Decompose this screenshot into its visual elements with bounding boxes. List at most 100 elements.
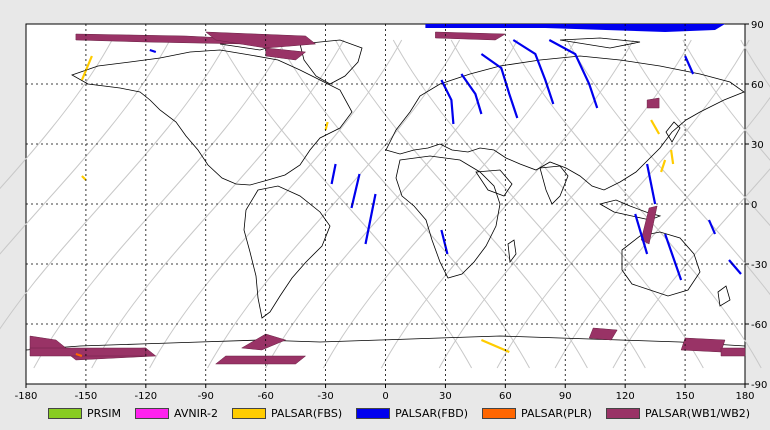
greenland-coast: [299, 39, 363, 85]
swath-track: [684, 55, 695, 75]
swath-track: [548, 39, 599, 109]
y-tick-label: -90: [751, 380, 767, 391]
y-tick-label: 90: [751, 20, 764, 31]
legend-item: AVNIR-2: [135, 407, 218, 420]
legend-swatch: [231, 407, 266, 419]
australia-coast: [621, 231, 701, 297]
legend-item: PRSIM: [48, 407, 121, 420]
legend-item: PALSAR(WB1/WB2): [605, 406, 751, 420]
x-tick-label: 150: [676, 391, 695, 402]
legend-item: PALSAR(PLR): [482, 407, 592, 420]
orbit-track: [682, 39, 770, 161]
swath-track: [440, 229, 449, 255]
legend-label: AVNIR-2: [174, 406, 218, 420]
swath-track: [646, 163, 657, 205]
orbit-track: [33, 39, 287, 369]
wb-swath: [640, 205, 658, 245]
swath-track: [660, 159, 667, 173]
x-tick-label: -150: [75, 391, 98, 402]
legend-swatch: [482, 407, 517, 419]
orbit-track: [392, 39, 646, 369]
swath-track: [149, 48, 157, 54]
wb-swath: [588, 327, 618, 341]
x-tick-label: 180: [735, 391, 754, 402]
wb-swath: [646, 97, 660, 109]
orbit-track: [207, 39, 461, 369]
madagascar-coast: [507, 239, 517, 264]
graticule: [26, 24, 745, 384]
y-tick-label: 60: [751, 80, 764, 91]
north-america-coast: [71, 49, 353, 186]
swath-track: [670, 149, 675, 165]
x-tick-label: 30: [439, 391, 452, 402]
arabia-coast: [475, 169, 513, 197]
legend-label: PRSIM: [87, 406, 121, 420]
orbit-track: [219, 39, 473, 369]
orbit-track: [566, 39, 770, 296]
swath-track: [728, 259, 742, 275]
antarctica-coast: [25, 335, 746, 351]
south-america-coast: [243, 185, 331, 319]
legend-label: PALSAR(PLR): [521, 406, 592, 420]
x-tick-label: -60: [257, 391, 273, 402]
y-tick-label: -30: [751, 260, 767, 271]
swath-track: [350, 173, 361, 209]
y-tick-label: 0: [751, 200, 757, 211]
swath-track: [75, 352, 83, 358]
swath-track: [707, 219, 717, 235]
x-tick-label: -90: [198, 391, 214, 402]
wb-swath: [680, 337, 726, 353]
orbit-track: [612, 168, 770, 369]
swath-track: [634, 213, 649, 255]
swath-track: [460, 73, 483, 115]
swath-track: [330, 163, 337, 185]
india-coast: [539, 165, 569, 205]
indonesia-coast: [598, 199, 662, 221]
legend: PRSIM AVNIR-2 PALSAR(FBS) PALSAR(FBD) PALSAR…: [48, 402, 764, 424]
orbit-track: [0, 39, 171, 255]
swath-track: [81, 175, 87, 181]
japan-coast: [665, 121, 681, 143]
eurasia-coast: [385, 55, 745, 191]
wb-swath: [205, 31, 317, 49]
swath-track: [664, 233, 683, 281]
fbd-swath: [425, 24, 725, 32]
legend-item: PALSAR(FBD): [356, 407, 468, 420]
x-tick-label: 90: [559, 391, 572, 402]
x-tick-label: -120: [134, 391, 157, 402]
wb-swath: [435, 31, 507, 41]
wb-swath: [265, 47, 307, 61]
legend-swatch: [605, 407, 640, 419]
swath-track: [480, 338, 510, 354]
axis-tick-labels: -180 -150 -120 -90 -60 -30 0 30 60 90 120 150 180-90…: [15, 20, 768, 402]
legend-swatch: [48, 407, 82, 419]
new-zealand-coast: [717, 285, 731, 307]
orbit-track: [624, 39, 770, 227]
y-tick-label: 30: [751, 140, 764, 151]
swath-track: [324, 121, 329, 131]
orbit-track: [322, 39, 576, 369]
wb-swath: [240, 333, 287, 351]
wb-swath: [29, 347, 147, 357]
swath-track: [364, 193, 377, 245]
wb-swath: [214, 355, 307, 365]
legend-swatch: [135, 407, 169, 419]
swath-track: [650, 119, 661, 135]
swath-track: [440, 79, 455, 125]
legend-label: PALSAR(FBS): [270, 406, 343, 420]
orbit-track: [496, 39, 750, 369]
legend-swatch: [356, 407, 391, 419]
legend-label: PALSAR(WB1/WB2): [644, 406, 751, 420]
wb-swath: [720, 347, 746, 357]
x-tick-label: -180: [15, 391, 38, 402]
orbit-track: [277, 39, 530, 369]
legend-item: PALSAR(FBS): [231, 406, 343, 420]
orbit-track: [0, 39, 113, 190]
observation-swaths: [29, 24, 746, 365]
x-tick-label: 120: [616, 391, 635, 402]
x-tick-label: -30: [317, 391, 333, 402]
orbit-track: [149, 39, 403, 369]
swath-track: [80, 55, 93, 81]
orbit-track: [508, 39, 762, 369]
